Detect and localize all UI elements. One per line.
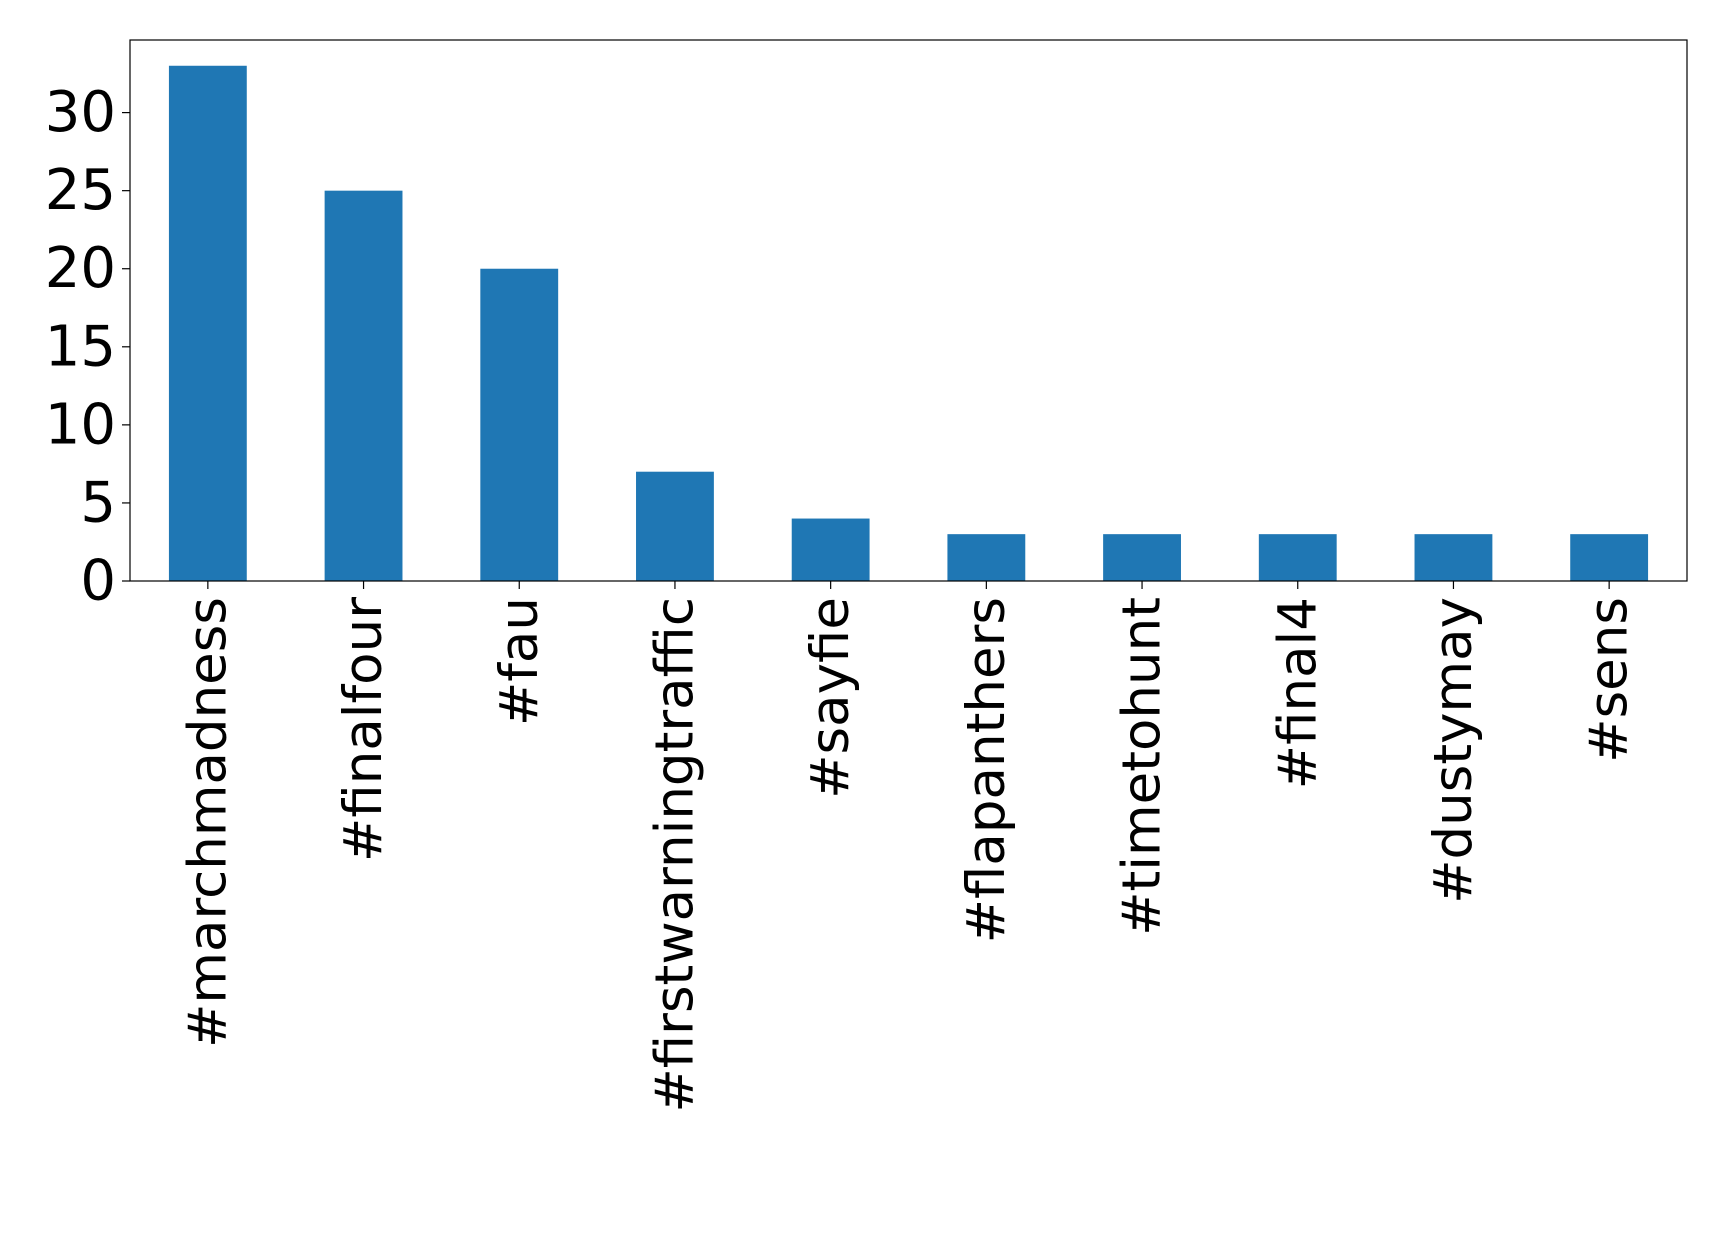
bar <box>168 65 247 581</box>
y-tick-label: 5 <box>80 470 116 535</box>
y-tick-label: 25 <box>45 158 116 223</box>
bar <box>1103 534 1181 581</box>
x-tick-label: #flapanthers <box>956 597 1017 943</box>
plot-frame <box>129 39 1688 582</box>
y-tick-label: 30 <box>45 80 116 145</box>
bar <box>324 190 403 582</box>
x-tick-label: #dustymay <box>1423 597 1484 904</box>
bar <box>1258 534 1337 581</box>
bar <box>1414 534 1493 581</box>
x-tick-label: #sayfie <box>800 597 861 799</box>
bar <box>791 518 870 581</box>
y-tick-label: 15 <box>45 314 116 379</box>
x-tick-label: #final4 <box>1267 597 1328 789</box>
bar <box>480 268 559 581</box>
x-tick-label: #timetohunt <box>1112 597 1173 936</box>
y-tick-label: 20 <box>45 236 116 301</box>
bar <box>1570 534 1649 581</box>
x-tick-label: #sens <box>1579 597 1640 763</box>
y-tick-label: 0 <box>80 549 116 614</box>
x-tick-label: #firstwarningtraffic <box>644 597 705 1113</box>
bar <box>636 471 714 581</box>
x-tick-label: #fau <box>489 597 550 726</box>
x-tick-label: #finalfour <box>333 597 394 862</box>
x-tick-label: #marchmadness <box>177 597 238 1048</box>
y-tick-label: 10 <box>45 392 116 457</box>
bar <box>947 534 1026 581</box>
